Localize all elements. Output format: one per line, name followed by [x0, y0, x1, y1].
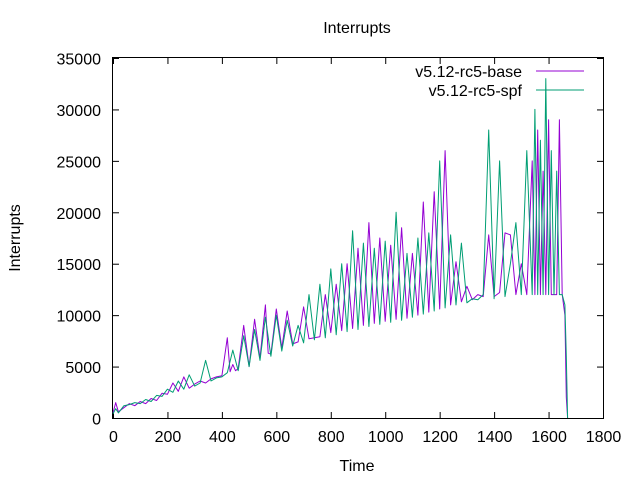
x-tick-label: 1600 — [531, 429, 567, 446]
x-tick-label: 0 — [109, 429, 118, 446]
x-tick-label: 200 — [155, 429, 182, 446]
y-axis-label: Interrupts — [7, 204, 24, 272]
x-tick-label: 1000 — [368, 429, 404, 446]
axis-ticks: 0 200 400 600 800 1000 1200 1400 1600 1800 0 5000 10… — [57, 52, 622, 447]
y-tick-label: 15000 — [57, 257, 102, 274]
y-tick-label: 30000 — [57, 103, 102, 120]
y-tick-label: 35000 — [57, 52, 102, 69]
x-axis-label: Time — [340, 458, 375, 475]
x-tick-label: 1800 — [586, 429, 622, 446]
y-tick-label: 0 — [92, 412, 101, 429]
x-tick-label: 1200 — [422, 429, 458, 446]
x-tick-label: 1400 — [477, 429, 513, 446]
y-tick-label: 25000 — [57, 154, 102, 171]
legend-label-1: v5.12-rc5-base — [415, 64, 522, 81]
x-tick-label: 800 — [318, 429, 345, 446]
y-tick-label: 10000 — [57, 309, 102, 326]
y-tick-label: 20000 — [57, 206, 102, 223]
x-tick-label: 400 — [209, 429, 236, 446]
plot-frame — [112, 57, 604, 419]
x-tick-label: 600 — [263, 429, 290, 446]
y-tick-label: 5000 — [65, 360, 101, 377]
legend-label-2: v5.12-rc5-spf — [429, 83, 523, 100]
chart-title: Interrupts — [323, 20, 391, 37]
series-line-2 — [112, 78, 569, 419]
legend: v5.12-rc5-base v5.12-rc5-spf — [415, 64, 584, 100]
series-layer — [112, 78, 569, 419]
